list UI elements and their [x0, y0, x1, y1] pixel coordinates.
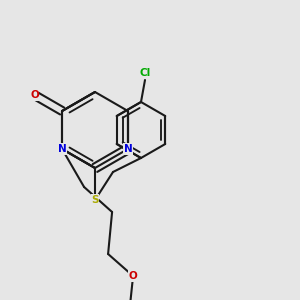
Text: N: N	[124, 144, 132, 154]
Text: N: N	[58, 144, 67, 154]
Text: O: O	[129, 271, 137, 281]
Text: O: O	[30, 90, 39, 100]
Text: Cl: Cl	[140, 68, 151, 78]
Text: S: S	[91, 195, 99, 205]
